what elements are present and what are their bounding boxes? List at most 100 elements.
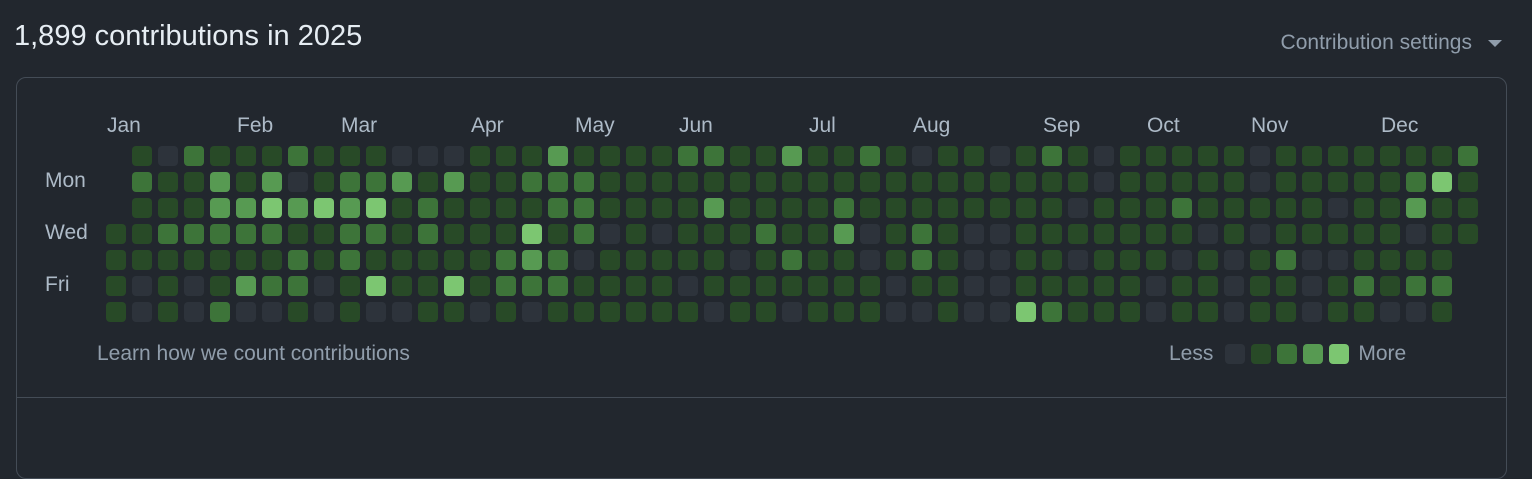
- contribution-day-cell[interactable]: [704, 224, 724, 244]
- contribution-day-cell[interactable]: [262, 146, 282, 166]
- contribution-day-cell[interactable]: [1406, 250, 1426, 270]
- contribution-day-cell[interactable]: [782, 276, 802, 296]
- contribution-day-cell[interactable]: [652, 250, 672, 270]
- contribution-day-cell[interactable]: [1094, 276, 1114, 296]
- contribution-day-cell[interactable]: [756, 198, 776, 218]
- contribution-day-cell[interactable]: [730, 250, 750, 270]
- contribution-day-cell[interactable]: [418, 198, 438, 218]
- contribution-day-cell[interactable]: [1406, 302, 1426, 322]
- contribution-day-cell[interactable]: [1276, 276, 1296, 296]
- contribution-day-cell[interactable]: [340, 276, 360, 296]
- contribution-day-cell[interactable]: [262, 172, 282, 192]
- contribution-day-cell[interactable]: [1276, 250, 1296, 270]
- contribution-day-cell[interactable]: [990, 250, 1010, 270]
- contribution-day-cell[interactable]: [574, 224, 594, 244]
- contribution-settings-button[interactable]: Contribution settings: [1281, 31, 1502, 55]
- contribution-day-cell[interactable]: [236, 198, 256, 218]
- contribution-day-cell[interactable]: [756, 302, 776, 322]
- contribution-day-cell[interactable]: [1224, 146, 1244, 166]
- contribution-day-cell[interactable]: [938, 172, 958, 192]
- contribution-day-cell[interactable]: [626, 198, 646, 218]
- contribution-day-cell[interactable]: [782, 172, 802, 192]
- contribution-day-cell[interactable]: [522, 198, 542, 218]
- contribution-day-cell[interactable]: [1224, 198, 1244, 218]
- contribution-day-cell[interactable]: [990, 302, 1010, 322]
- contribution-day-cell[interactable]: [1250, 224, 1270, 244]
- contribution-day-cell[interactable]: [1380, 250, 1400, 270]
- contribution-day-cell[interactable]: [262, 302, 282, 322]
- contribution-day-cell[interactable]: [574, 172, 594, 192]
- contribution-day-cell[interactable]: [210, 250, 230, 270]
- contribution-day-cell[interactable]: [1198, 224, 1218, 244]
- contribution-day-cell[interactable]: [730, 172, 750, 192]
- contribution-day-cell[interactable]: [392, 250, 412, 270]
- contribution-day-cell[interactable]: [314, 276, 334, 296]
- contribution-day-cell[interactable]: [1042, 146, 1062, 166]
- contribution-day-cell[interactable]: [1146, 172, 1166, 192]
- contribution-day-cell[interactable]: [886, 276, 906, 296]
- contribution-day-cell[interactable]: [860, 276, 880, 296]
- contribution-day-cell[interactable]: [1016, 276, 1036, 296]
- contribution-day-cell[interactable]: [444, 146, 464, 166]
- contribution-day-cell[interactable]: [106, 250, 126, 270]
- contribution-day-cell[interactable]: [1146, 276, 1166, 296]
- contribution-day-cell[interactable]: [418, 276, 438, 296]
- contribution-day-cell[interactable]: [1224, 224, 1244, 244]
- contribution-day-cell[interactable]: [210, 276, 230, 296]
- contribution-day-cell[interactable]: [522, 302, 542, 322]
- contribution-day-cell[interactable]: [990, 172, 1010, 192]
- contribution-day-cell[interactable]: [1120, 302, 1140, 322]
- contribution-day-cell[interactable]: [886, 172, 906, 192]
- contribution-day-cell[interactable]: [1120, 198, 1140, 218]
- contribution-day-cell[interactable]: [600, 198, 620, 218]
- contribution-day-cell[interactable]: [1016, 198, 1036, 218]
- contribution-day-cell[interactable]: [1432, 172, 1452, 192]
- contribution-day-cell[interactable]: [132, 224, 152, 244]
- contribution-day-cell[interactable]: [184, 250, 204, 270]
- contribution-day-cell[interactable]: [1068, 276, 1088, 296]
- contribution-day-cell[interactable]: [444, 250, 464, 270]
- contribution-day-cell[interactable]: [1042, 198, 1062, 218]
- contribution-day-cell[interactable]: [938, 250, 958, 270]
- contribution-day-cell[interactable]: [860, 172, 880, 192]
- contribution-day-cell[interactable]: [1068, 224, 1088, 244]
- learn-contributions-link[interactable]: Learn how we count contributions: [97, 342, 410, 365]
- contribution-day-cell[interactable]: [184, 224, 204, 244]
- contribution-day-cell[interactable]: [678, 276, 698, 296]
- contribution-day-cell[interactable]: [288, 276, 308, 296]
- contribution-day-cell[interactable]: [210, 146, 230, 166]
- contribution-day-cell[interactable]: [626, 276, 646, 296]
- contribution-day-cell[interactable]: [184, 276, 204, 296]
- contribution-day-cell[interactable]: [392, 172, 412, 192]
- contribution-day-cell[interactable]: [1432, 276, 1452, 296]
- contribution-day-cell[interactable]: [1120, 172, 1140, 192]
- contribution-day-cell[interactable]: [808, 198, 828, 218]
- contribution-day-cell[interactable]: [1198, 250, 1218, 270]
- contribution-day-cell[interactable]: [1172, 172, 1192, 192]
- contribution-day-cell[interactable]: [496, 276, 516, 296]
- contribution-day-cell[interactable]: [184, 198, 204, 218]
- contribution-day-cell[interactable]: [444, 224, 464, 244]
- contribution-day-cell[interactable]: [1354, 172, 1374, 192]
- contribution-day-cell[interactable]: [964, 146, 984, 166]
- contribution-day-cell[interactable]: [132, 198, 152, 218]
- contribution-day-cell[interactable]: [1380, 172, 1400, 192]
- contribution-day-cell[interactable]: [288, 198, 308, 218]
- contribution-day-cell[interactable]: [314, 250, 334, 270]
- contribution-day-cell[interactable]: [548, 250, 568, 270]
- contribution-day-cell[interactable]: [1380, 224, 1400, 244]
- contribution-day-cell[interactable]: [912, 302, 932, 322]
- contribution-day-cell[interactable]: [1172, 302, 1192, 322]
- contribution-day-cell[interactable]: [626, 172, 646, 192]
- contribution-day-cell[interactable]: [1042, 276, 1062, 296]
- contribution-day-cell[interactable]: [184, 302, 204, 322]
- contribution-day-cell[interactable]: [158, 146, 178, 166]
- contribution-day-cell[interactable]: [1302, 172, 1322, 192]
- contribution-day-cell[interactable]: [834, 302, 854, 322]
- contribution-day-cell[interactable]: [756, 224, 776, 244]
- contribution-day-cell[interactable]: [1120, 146, 1140, 166]
- contribution-day-cell[interactable]: [548, 302, 568, 322]
- contribution-day-cell[interactable]: [340, 250, 360, 270]
- contribution-day-cell[interactable]: [470, 302, 490, 322]
- contribution-day-cell[interactable]: [1432, 198, 1452, 218]
